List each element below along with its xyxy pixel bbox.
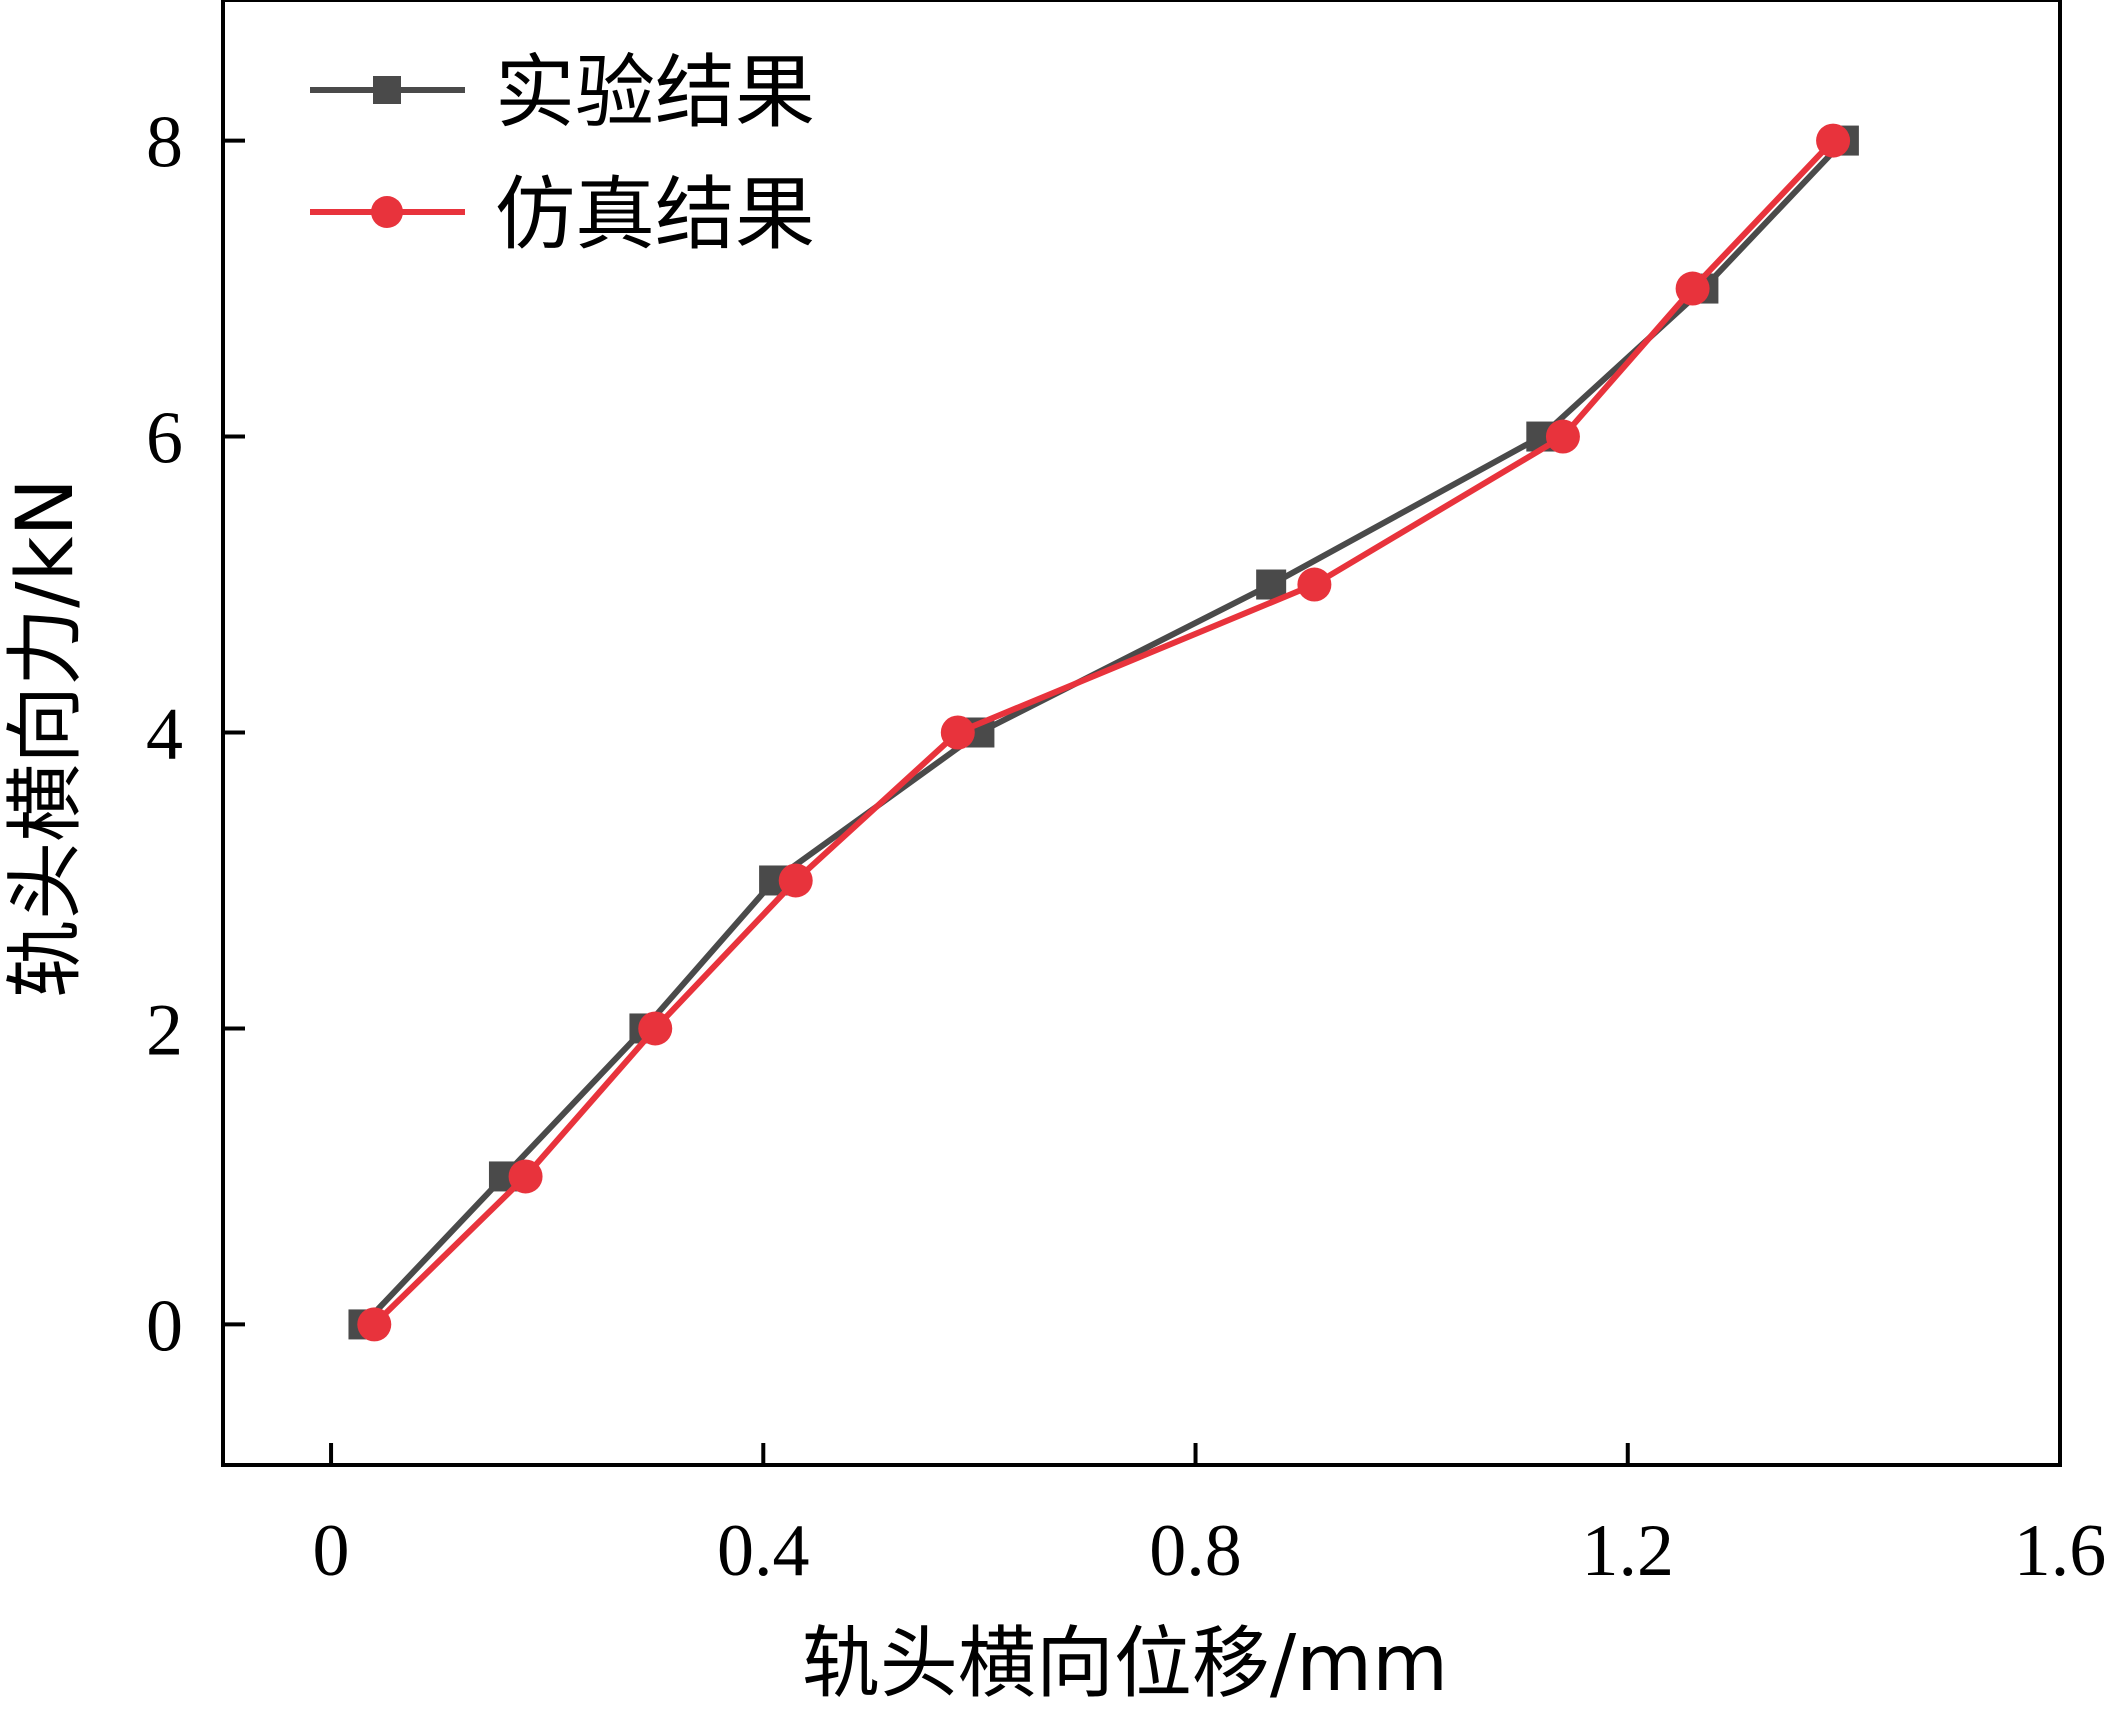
legend-marker-circle: [371, 196, 403, 228]
data-point-circle: [1675, 271, 1710, 306]
y-tick-label: 4: [146, 694, 183, 776]
y-tick-label: 0: [146, 1285, 183, 1367]
series-layer: [348, 123, 1859, 1342]
legend-marker-square: [373, 76, 401, 104]
x-axis-ticks: 0 0.4 0.8 1.2 1.6: [313, 1443, 2107, 1592]
x-tick-label: 1.2: [1582, 1510, 1675, 1592]
data-point-circle: [1816, 123, 1851, 158]
data-point-circle: [1545, 419, 1580, 454]
y-tick-label: 8: [146, 102, 183, 184]
data-point-circle: [508, 1159, 543, 1194]
x-tick-label: 0: [313, 1510, 350, 1592]
y-tick-label: 6: [146, 398, 183, 480]
data-point-circle: [357, 1307, 392, 1342]
y-axis-ticks: 0 2 4 6 8: [146, 102, 245, 1367]
y-tick-label: 2: [146, 989, 183, 1071]
data-point-circle: [1297, 567, 1332, 602]
legend: 实验结果 仿真结果: [310, 46, 815, 261]
x-axis-title: 轨头横向位移/mm: [802, 1619, 1448, 1709]
legend-label-series-1: 仿真结果: [495, 168, 815, 261]
data-point-circle: [778, 863, 813, 898]
x-tick-label: 0.8: [1149, 1510, 1242, 1592]
y-axis-title: 轨头横向力/kN: [1, 478, 91, 998]
data-point-circle: [940, 715, 975, 750]
series-line-0: [361, 138, 1847, 1327]
x-tick-label: 0.4: [717, 1510, 810, 1592]
x-tick-label: 1.6: [2014, 1510, 2107, 1592]
data-point-circle: [638, 1011, 673, 1046]
legend-label-series-0: 实验结果: [495, 46, 815, 139]
series-line-1: [372, 138, 1836, 1327]
data-point-square: [1256, 569, 1287, 600]
